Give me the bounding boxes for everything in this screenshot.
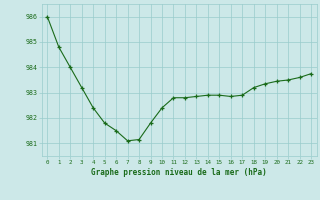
X-axis label: Graphe pression niveau de la mer (hPa): Graphe pression niveau de la mer (hPa) [91,168,267,177]
